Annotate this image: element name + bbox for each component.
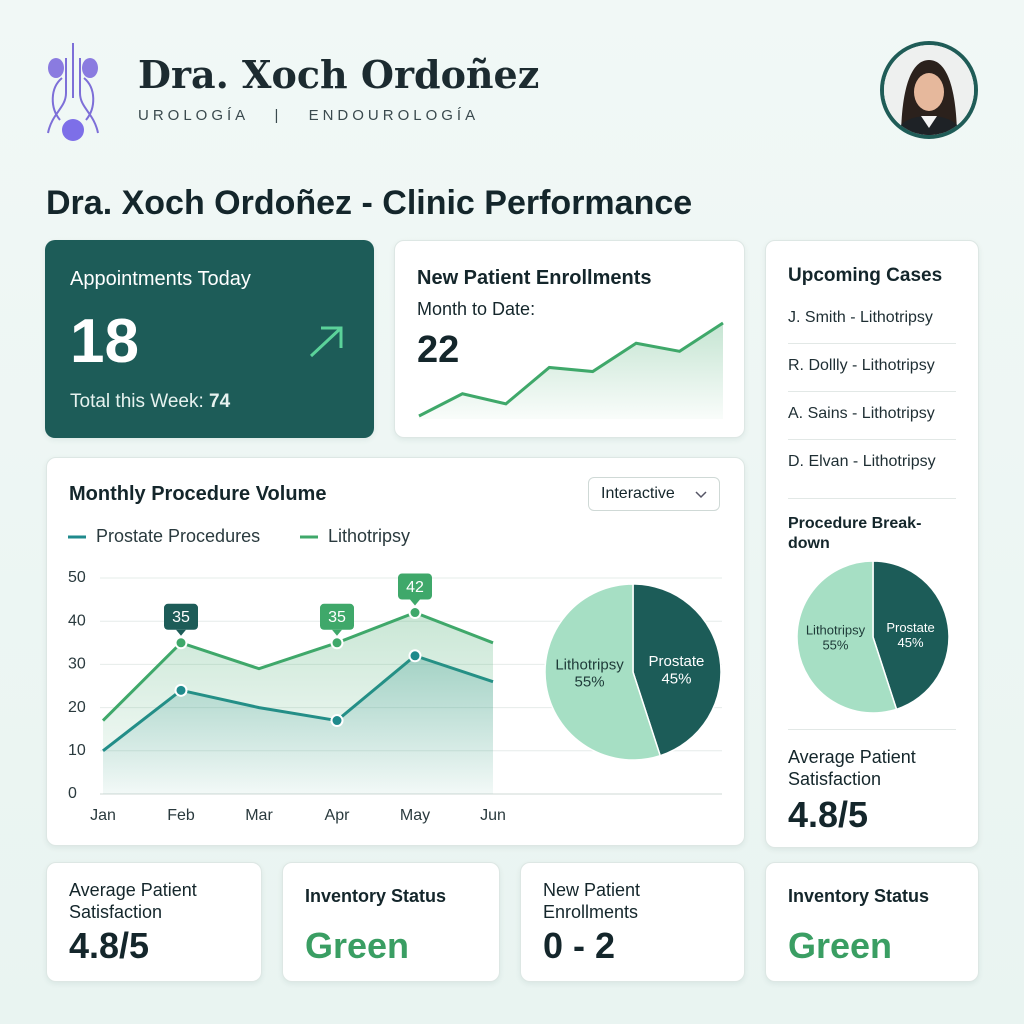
card-value: 0 - 2 — [543, 925, 616, 966]
stat-card: Inventory Status Green — [765, 862, 979, 982]
pie-slice — [796, 560, 898, 714]
case-item: J. Smith - Lithotripsy — [788, 309, 933, 326]
stat-card: New Patient Enrollments 0 - 2 — [520, 862, 745, 982]
sparkline — [418, 321, 724, 419]
card-title: New Patient Enrollments — [417, 267, 652, 289]
separator — [788, 498, 956, 499]
case-item: D. Elvan - Lithotripsy — [788, 453, 936, 470]
stat-card: Inventory Status Green — [282, 862, 500, 982]
week-value: 74 — [209, 391, 231, 412]
enrollments-card: New Patient Enrollments Month to Date: 2… — [394, 240, 745, 438]
week-total: Total this Week: 74 — [70, 391, 230, 413]
separator — [788, 343, 956, 344]
separator — [788, 439, 956, 440]
case-item: A. Sains - Lithotripsy — [788, 405, 935, 422]
chevron — [695, 491, 707, 499]
pie-value-label: 45% — [898, 635, 924, 650]
card-title: Upcoming Cases — [788, 265, 943, 286]
card-title: New Patient Enrollments — [543, 880, 641, 922]
satisfaction-title: Average Patient Satisfaction — [788, 747, 916, 789]
satisfaction-value: 4.8/5 — [788, 794, 869, 835]
card-value: Green — [788, 925, 893, 966]
card-value: 22 — [417, 329, 460, 371]
appointments-card: Appointments Today 18 Total this Week: 7… — [45, 240, 374, 438]
card-value: 18 — [70, 307, 139, 376]
pie-label: Lithotripsy — [806, 623, 866, 638]
separator — [788, 729, 956, 730]
stat-card: Average Patient Satisfaction 4.8/5 — [46, 862, 262, 982]
doctor-name: Dra. Xoch Ordoñez — [138, 52, 540, 97]
card-value: Green — [305, 925, 410, 966]
procedure-card: Monthly Procedure Volume Interactive — [46, 457, 745, 846]
page-title: Dra. Xoch Ordoñez - Clinic Performance — [46, 184, 693, 222]
logo — [47, 43, 99, 141]
card-title: Inventory Status — [788, 886, 930, 906]
pie-title: Procedure Break-down — [788, 515, 922, 552]
card-title: Average Patient Satisfaction — [69, 880, 197, 922]
pie-label: Prostate — [886, 620, 934, 635]
chart-title: Monthly Procedure Volume — [69, 483, 327, 505]
case-item: R. Dollly - Lithotripsy — [788, 357, 935, 374]
card-title: Inventory Status — [305, 886, 447, 906]
dropdown[interactable]: Interactive — [588, 477, 720, 511]
upcoming-card: Upcoming Cases J. Smith - Lithotripsy R. … — [765, 240, 979, 848]
specialties: UROLOGÍA | ENDOUROLOGÍA — [138, 107, 480, 124]
week-label: Total this Week: — [70, 391, 204, 412]
trend-arrow — [309, 326, 343, 358]
pie-slice — [872, 560, 950, 711]
separator — [788, 391, 956, 392]
card-title: Appointments Today — [70, 268, 251, 290]
card-subtitle: Month to Date: — [417, 299, 536, 319]
pie-value-label: 55% — [822, 638, 848, 653]
avatar — [880, 41, 978, 139]
card-value: 4.8/5 — [69, 925, 150, 966]
sparkline — [418, 321, 724, 418]
dropdown-label: Interactive — [601, 485, 675, 502]
